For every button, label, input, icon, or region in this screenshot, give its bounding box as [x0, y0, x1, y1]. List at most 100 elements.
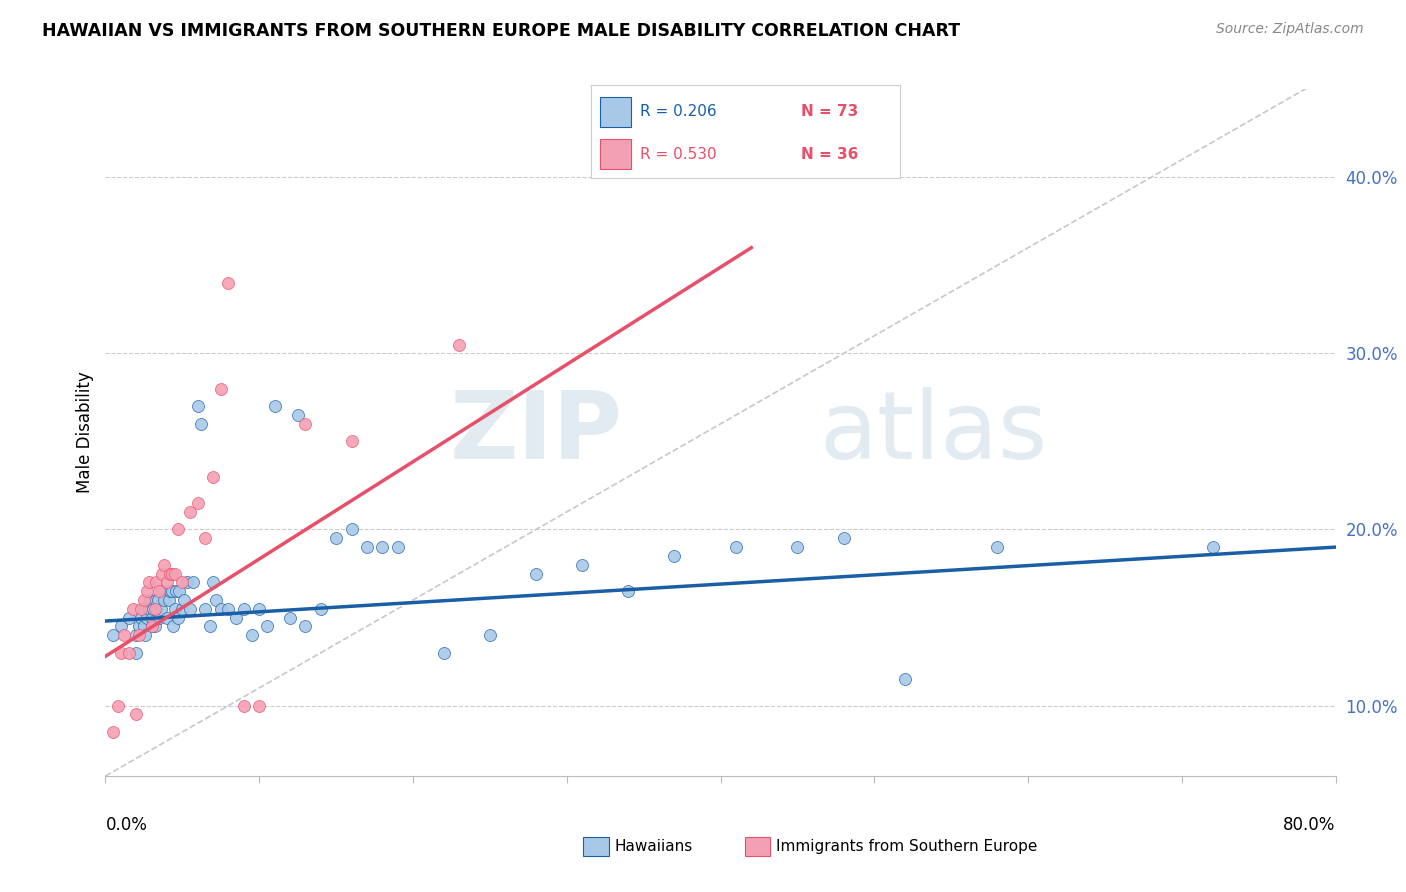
Point	[112, 628, 135, 642]
Text: Source: ZipAtlas.com: Source: ZipAtlas.com	[1216, 22, 1364, 37]
Point	[150, 584, 173, 599]
Point	[325, 531, 347, 545]
Point	[128, 628, 150, 642]
Point	[141, 610, 163, 624]
Point	[163, 601, 186, 615]
Point	[225, 610, 247, 624]
Point	[176, 575, 198, 590]
Point	[190, 417, 212, 431]
Point	[145, 593, 167, 607]
Point	[247, 601, 270, 615]
Point	[166, 610, 188, 624]
Point	[145, 575, 167, 590]
Point	[110, 646, 132, 660]
Point	[287, 408, 309, 422]
Point	[247, 698, 270, 713]
Point	[143, 601, 166, 615]
Point	[256, 619, 278, 633]
Text: R = 0.530: R = 0.530	[640, 146, 717, 161]
Point	[148, 584, 170, 599]
Point	[263, 399, 285, 413]
Point	[294, 619, 316, 633]
Text: ZIP: ZIP	[450, 386, 621, 479]
Point	[117, 610, 139, 624]
Point	[160, 584, 183, 599]
Point	[181, 575, 204, 590]
Point	[159, 584, 181, 599]
Point	[202, 575, 225, 590]
Point	[159, 566, 181, 581]
Point	[139, 593, 162, 607]
Point	[143, 619, 166, 633]
Point	[156, 610, 179, 624]
Point	[232, 601, 254, 615]
Point	[586, 144, 609, 158]
Point	[163, 566, 186, 581]
Point	[138, 601, 160, 615]
Point	[894, 672, 917, 686]
Point	[209, 382, 232, 396]
Point	[571, 558, 593, 572]
Text: R = 0.206: R = 0.206	[640, 104, 717, 120]
Y-axis label: Male Disability: Male Disability	[76, 372, 94, 493]
Bar	[600, 139, 631, 169]
Point	[138, 575, 160, 590]
Point	[356, 540, 378, 554]
Text: 0.0%: 0.0%	[105, 816, 148, 834]
Point	[145, 601, 167, 615]
Point	[129, 601, 152, 615]
Point	[142, 601, 165, 615]
Point	[387, 540, 409, 554]
Text: Immigrants from Southern Europe: Immigrants from Southern Europe	[776, 839, 1038, 854]
Point	[128, 619, 150, 633]
Point	[160, 566, 183, 581]
Point	[524, 566, 547, 581]
Text: N = 73: N = 73	[801, 104, 858, 120]
Point	[194, 531, 217, 545]
Text: Hawaiians: Hawaiians	[614, 839, 693, 854]
Point	[986, 540, 1008, 554]
Point	[179, 505, 201, 519]
Point	[209, 601, 232, 615]
Point	[122, 601, 145, 615]
Point	[786, 540, 808, 554]
Point	[309, 601, 332, 615]
Point	[172, 575, 194, 590]
Point	[153, 558, 176, 572]
Point	[187, 496, 209, 510]
Point	[198, 619, 221, 633]
Point	[449, 337, 471, 351]
Point	[129, 610, 152, 624]
Point	[478, 628, 501, 642]
Point	[202, 469, 225, 483]
Point	[132, 619, 155, 633]
Point	[162, 619, 184, 633]
Point	[149, 601, 172, 615]
Point	[218, 276, 240, 290]
Point	[157, 593, 180, 607]
Point	[101, 725, 124, 739]
Point	[132, 601, 155, 615]
Point	[179, 601, 201, 615]
Point	[148, 610, 170, 624]
Text: 80.0%: 80.0%	[1284, 816, 1336, 834]
Point	[125, 628, 148, 642]
Point	[101, 628, 124, 642]
Point	[146, 593, 169, 607]
Point	[136, 584, 159, 599]
Point	[278, 610, 301, 624]
Point	[117, 646, 139, 660]
Point	[1201, 540, 1223, 554]
Point	[153, 593, 176, 607]
Point	[173, 593, 195, 607]
Point	[433, 646, 456, 660]
Text: N = 36: N = 36	[801, 146, 858, 161]
Point	[832, 531, 855, 545]
Point	[205, 593, 228, 607]
Point	[136, 610, 159, 624]
Point	[134, 628, 156, 642]
Text: HAWAIIAN VS IMMIGRANTS FROM SOUTHERN EUROPE MALE DISABILITY CORRELATION CHART: HAWAIIAN VS IMMIGRANTS FROM SOUTHERN EUR…	[42, 22, 960, 40]
Point	[156, 575, 179, 590]
Text: atlas: atlas	[818, 386, 1047, 479]
Point	[240, 628, 263, 642]
